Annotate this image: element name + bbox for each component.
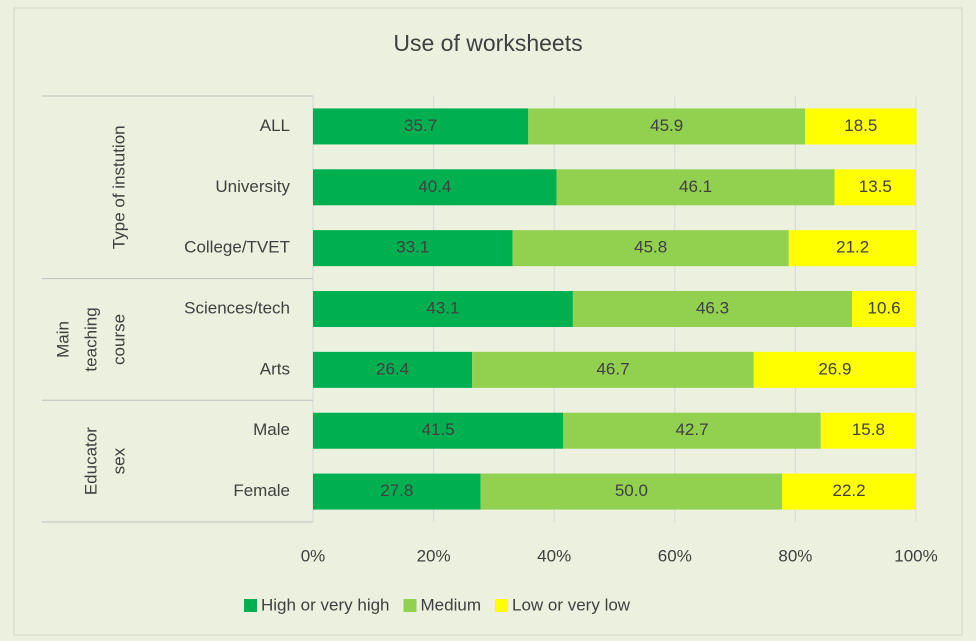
data-label: 40.4 [418,177,451,196]
bar-segment [313,473,481,510]
data-label: 18.5 [844,116,877,135]
bar-segment [556,169,835,206]
y-tick-label: Female [233,481,290,500]
data-label: 13.5 [859,177,892,196]
data-label: 46.7 [596,359,629,378]
bar-segment [313,108,529,145]
bar-segment [528,108,806,145]
group-label: teaching [81,307,100,371]
bar-segment [563,412,821,449]
bar-segment [805,108,917,145]
y-tick-label: Male [253,420,290,439]
data-label: 10.6 [867,298,900,317]
data-label: 42.7 [675,420,708,439]
data-label: 35.7 [404,116,437,135]
group-label: course [109,314,128,365]
bar-segment [572,291,853,327]
x-tick-label: 100% [894,546,937,565]
bar-segment [788,230,917,267]
data-label: 45.9 [650,116,683,135]
data-label: 27.8 [380,481,413,500]
x-tick-label: 60% [658,546,692,565]
bar-segment [313,291,573,327]
group-label: Main [53,321,72,358]
legend-swatch [494,599,508,612]
data-label: 46.3 [696,298,729,317]
y-tick-label: Sciences/tech [184,298,290,317]
data-label: 26.4 [376,359,409,378]
bar-segment [820,412,916,449]
data-label: 45.8 [634,238,667,257]
data-label: 33.1 [396,238,429,257]
bar-segment [480,473,783,510]
legend-swatch [403,599,417,612]
group-label: Type of instution [109,125,128,249]
bar-segment [512,230,789,267]
legend-label: Medium [421,595,481,614]
group-label: sex [109,447,128,474]
data-label: 21.2 [836,238,869,257]
data-label: 43.1 [426,298,459,317]
bar-segment [472,351,754,388]
data-label: 41.5 [422,420,455,439]
chart-title: Use of worksheets [393,30,582,56]
chart-border [13,7,963,636]
bar-segment [852,291,916,327]
bar-segment [834,169,916,206]
group-label: Educator [81,427,100,495]
bar-segment [313,169,557,206]
data-label: 15.8 [852,420,885,439]
y-tick-label: University [215,177,290,196]
y-tick-label: College/TVET [184,238,290,257]
x-tick-label: 20% [417,546,451,565]
data-label: 22.2 [833,481,866,500]
bar-segment [313,412,564,449]
bar-segment [782,473,916,510]
bar-segment [313,351,473,388]
bar-segment [313,230,513,267]
legend-label: Low or very low [512,595,631,614]
y-tick-label: ALL [260,116,290,135]
y-tick-label: Arts [260,359,290,378]
x-tick-label: 0% [301,546,326,565]
data-label: 50.0 [615,481,648,500]
legend-swatch [244,599,257,612]
data-label: 26.9 [818,359,851,378]
x-tick-label: 80% [778,546,812,565]
legend-label: High or very high [261,595,390,614]
data-label: 46.1 [679,177,712,196]
x-tick-label: 40% [537,546,571,565]
bar-segment [753,351,916,388]
